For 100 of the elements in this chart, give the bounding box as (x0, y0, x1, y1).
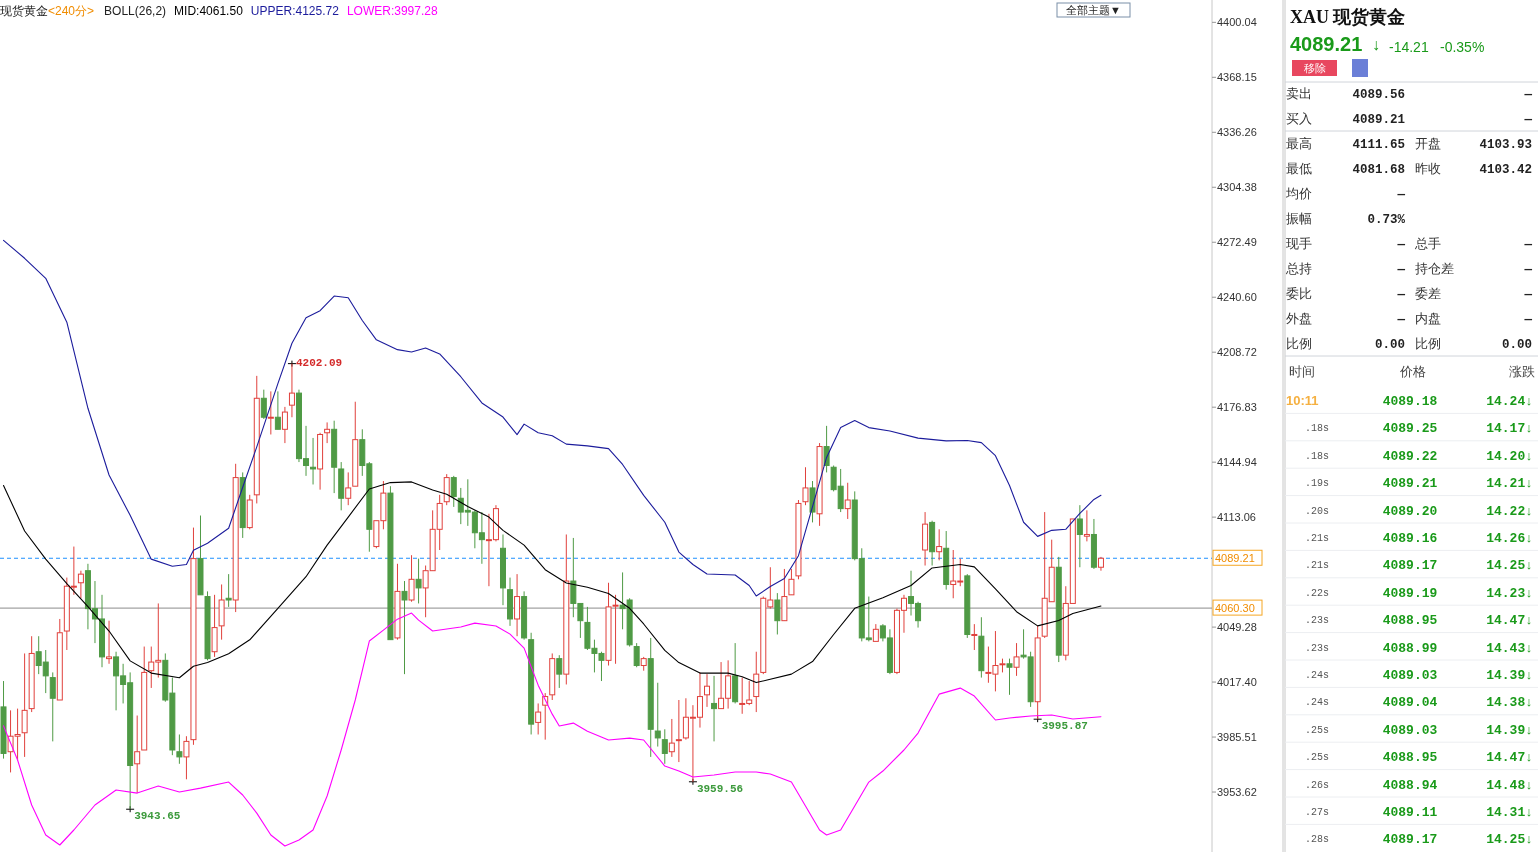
text: 14.20↓ (1486, 448, 1533, 464)
y-tick-label: 4208.72 (1217, 346, 1257, 359)
text: 4089.19 (1382, 585, 1438, 601)
text: 4088.99 (1382, 640, 1438, 656)
text: 0.73% (1367, 213, 1405, 227)
candlestick (1006, 658, 1013, 696)
text: 4088.95 (1382, 613, 1438, 629)
text: 最高 (1286, 137, 1312, 151)
text: 4089.03 (1382, 668, 1438, 683)
annotation: 3943.65 (134, 810, 181, 823)
text: 14.23↓ (1486, 585, 1533, 601)
text: 4089.25 (1382, 421, 1438, 437)
text: .27s (1305, 807, 1330, 818)
text: 14.47↓ (1486, 750, 1533, 766)
text: 4088.94 (1382, 777, 1438, 793)
text: 比例 (1415, 337, 1441, 351)
candlestick (788, 568, 795, 596)
text: 14.47↓ (1486, 613, 1533, 629)
text: 0.00 (1374, 338, 1405, 352)
text: ↓ (1372, 36, 1380, 53)
y-tick-label: 4049.28 (1217, 621, 1257, 634)
legend-title: BOLL(26,2) (104, 4, 167, 18)
y-tick-label: 4336.26 (1217, 126, 1257, 139)
text: 移除 (1303, 62, 1326, 74)
text: — (1397, 313, 1405, 327)
text: 14.39↓ (1486, 668, 1533, 683)
text: 4089.22 (1382, 448, 1438, 464)
text: — (1524, 313, 1532, 327)
text: 总手 (1415, 237, 1441, 251)
y-tick-label: 4176.83 (1217, 401, 1257, 414)
text: XAU 现货黄金 (1290, 7, 1406, 27)
text: 4103.93 (1479, 138, 1532, 152)
candlestick (514, 573, 521, 637)
y-tick-label: 4144.94 (1217, 456, 1257, 469)
y-tick-label: 4240.60 (1217, 291, 1257, 304)
text: .21s (1305, 560, 1330, 572)
text: 14.48↓ (1486, 777, 1533, 793)
annotation: 4202.09 (295, 356, 343, 369)
candlestick (1076, 504, 1083, 568)
text: — (1524, 288, 1532, 302)
y-tick-label: 4368.15 (1217, 71, 1257, 84)
text: 14.21↓ (1486, 476, 1533, 492)
text: 4103.42 (1479, 163, 1532, 177)
text: 内盘 (1415, 312, 1441, 326)
y-tick-label: 4017.40 (1217, 676, 1257, 689)
text: UPPER:4125.72 (250, 4, 340, 18)
candlestick (668, 718, 675, 758)
candlestick (535, 702, 542, 735)
candlestick (450, 475, 457, 508)
text: .28s (1305, 834, 1330, 846)
chart-subtitle: <240分> (48, 4, 95, 18)
text: 14.17↓ (1486, 421, 1533, 437)
category-label: 时间 (1289, 365, 1315, 379)
candlestick (844, 482, 851, 520)
text: .18s (1305, 450, 1330, 462)
text: 14.22↓ (1486, 503, 1533, 519)
text: 4089.17 (1382, 558, 1438, 574)
candlestick (936, 528, 943, 561)
text: 委差 (1415, 287, 1441, 301)
text: .26s (1305, 779, 1330, 791)
ref-line-label: 4089.21 (1215, 552, 1255, 565)
text: 14.25↓ (1486, 558, 1533, 574)
annotation: 3995.87 (1041, 720, 1088, 733)
candlestick (324, 421, 331, 444)
candlestick (633, 642, 640, 668)
line-series (2, 239, 1102, 597)
text: 4111.65 (1352, 138, 1405, 152)
text: .25s (1305, 752, 1330, 764)
candlestick (49, 671, 56, 742)
text: 现手 (1286, 237, 1312, 251)
candlestick (134, 715, 141, 794)
text: 4089.20 (1382, 503, 1438, 519)
text: 4089.04 (1382, 695, 1438, 711)
candlestick (711, 675, 718, 742)
text: — (1524, 113, 1532, 127)
text: 开盘 (1415, 137, 1441, 151)
text: 持仓差 (1415, 262, 1454, 276)
text: 均价 (1286, 187, 1312, 201)
candlestick (415, 558, 422, 604)
text: — (1397, 263, 1405, 277)
text: .19s (1305, 478, 1330, 490)
candlestick (281, 406, 288, 444)
y-tick-label: 4113.06 (1217, 511, 1256, 524)
text: 最低 (1286, 162, 1312, 176)
text: — (1524, 88, 1532, 102)
text: 4088.95 (1382, 750, 1438, 766)
text: 4089.18 (1382, 394, 1438, 409)
candlestick (654, 682, 661, 748)
text: 4089.56 (1352, 88, 1405, 102)
text: — (1397, 238, 1405, 252)
text: 振幅 (1286, 212, 1312, 226)
candlestick (971, 623, 978, 651)
candlestick (675, 699, 682, 763)
y-tick-label: 4304.38 (1217, 181, 1257, 194)
text: MID:4061.50 (174, 4, 244, 18)
text: — (1397, 288, 1405, 302)
ref-line-label: 4060.30 (1215, 602, 1255, 615)
line-series (2, 612, 1102, 847)
annotation: 3959.56 (696, 782, 744, 795)
text: 买入 (1286, 112, 1312, 126)
